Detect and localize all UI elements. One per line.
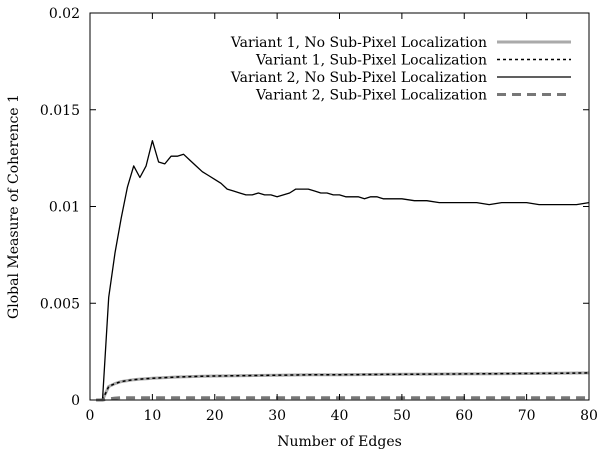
x-tick-label: 20: [206, 408, 224, 424]
series-layer: [96, 140, 590, 402]
series-line-3: [96, 140, 590, 401]
y-tick-label: 0: [71, 393, 80, 409]
x-tick-label: 60: [455, 408, 473, 424]
series-line-2: [96, 372, 590, 401]
x-tick-label: 80: [580, 408, 598, 424]
legend-label-1: Variant 1, No Sub-Pixel Localization: [230, 35, 487, 51]
y-tick-label: 0.005: [40, 296, 80, 312]
ticks-layer: 0 10 20 30 40 50 60 70 80 0 0.005 0.01 0.015 0.02: [40, 6, 598, 424]
legend: Variant 1, No Sub-Pixel Localization Vari…: [230, 35, 571, 104]
x-tick-label: 50: [393, 408, 411, 424]
x-tick-label: 70: [518, 408, 536, 424]
y-axis-label: Global Measure of Coherence 1: [6, 94, 22, 319]
legend-label-3: Variant 2, No Sub-Pixel Localization: [230, 70, 487, 86]
x-tick-label: 30: [268, 408, 286, 424]
series-line-4: [96, 396, 589, 402]
y-tick-label: 0.015: [40, 103, 80, 119]
x-tick-label: 40: [331, 408, 349, 424]
y-tick-label: 0.01: [49, 200, 80, 216]
x-tick-label: 0: [86, 408, 95, 424]
legend-label-4: Variant 2, Sub-Pixel Localization: [255, 88, 487, 104]
x-tick-label: 10: [143, 408, 161, 424]
legend-label-2: Variant 1, Sub-Pixel Localization: [255, 53, 487, 69]
x-axis-label: Number of Edges: [277, 434, 402, 450]
y-tick-label: 0.02: [49, 6, 80, 22]
